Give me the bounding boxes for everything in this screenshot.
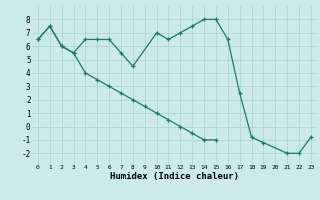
X-axis label: Humidex (Indice chaleur): Humidex (Indice chaleur) <box>110 172 239 181</box>
